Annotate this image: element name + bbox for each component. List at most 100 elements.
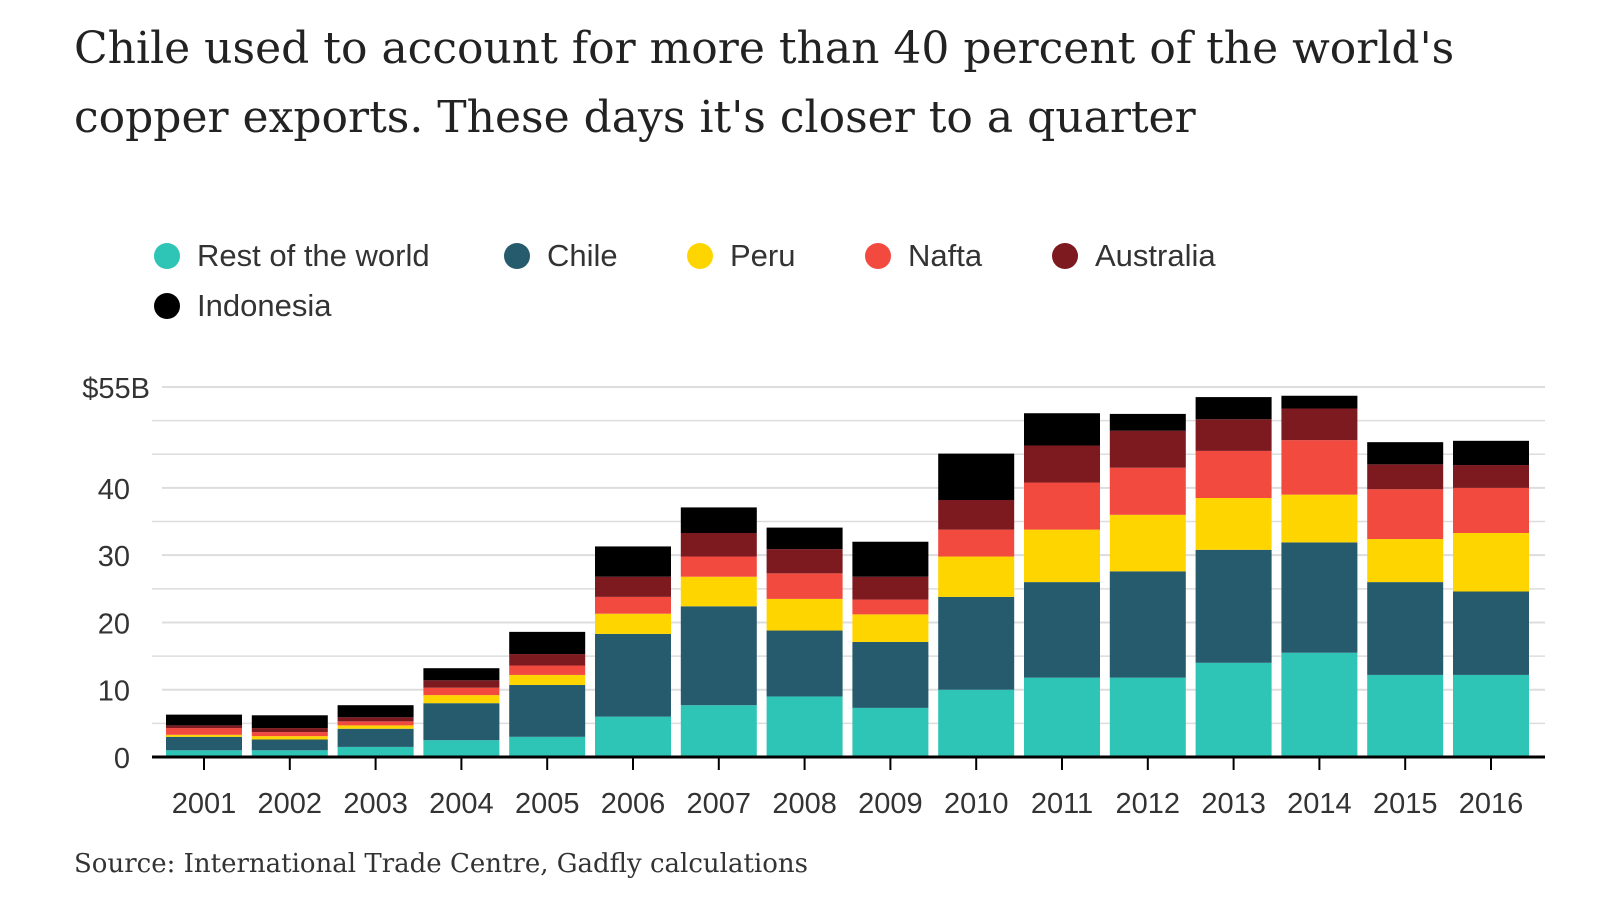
bar-2015-indonesia bbox=[1367, 442, 1444, 465]
bar-2011-peru bbox=[1024, 529, 1100, 583]
legend-label-chile: Chile bbox=[547, 238, 618, 273]
bar-2006-nafta bbox=[595, 596, 671, 614]
x-tick-label-2007: 2007 bbox=[687, 788, 752, 820]
legend-swatch-indonesia bbox=[154, 293, 180, 319]
bar-2011-australia bbox=[1024, 445, 1100, 483]
bar-2011-chile bbox=[1024, 582, 1100, 678]
bar-2014-peru bbox=[1281, 494, 1358, 543]
x-tick-label-2005: 2005 bbox=[515, 788, 580, 820]
bar-2001-australia bbox=[166, 725, 242, 729]
bar-2011-nafta bbox=[1024, 482, 1100, 530]
legend-swatch-peru bbox=[687, 243, 713, 269]
legend-item-peru: Peru bbox=[687, 238, 795, 274]
legend-swatch-chile bbox=[504, 243, 530, 269]
bar-2006-rest-of-the-world bbox=[595, 716, 671, 757]
bar-2013-nafta bbox=[1195, 450, 1272, 498]
bar-2001-indonesia bbox=[166, 714, 242, 726]
source-note: Source: International Trade Centre, Gadf… bbox=[74, 849, 808, 879]
bar-2016-indonesia bbox=[1453, 440, 1529, 466]
bar-2008-rest-of-the-world bbox=[766, 696, 843, 757]
bar-2012-peru bbox=[1109, 514, 1186, 572]
bar-2010-chile bbox=[938, 596, 1015, 690]
legend-label-nafta: Nafta bbox=[908, 238, 983, 273]
legend-item-rest-of-world: Rest of the world bbox=[154, 238, 430, 274]
bar-2007-indonesia bbox=[680, 507, 757, 533]
bar-2002-peru bbox=[251, 736, 328, 740]
y-tick-label-30: 30 bbox=[98, 541, 130, 573]
legend-swatch-nafta bbox=[865, 243, 891, 269]
bar-2011-rest-of-the-world bbox=[1024, 677, 1100, 757]
bar-2005-chile bbox=[509, 685, 586, 737]
legend-item-chile: Chile bbox=[504, 238, 618, 274]
bar-2008-nafta bbox=[766, 573, 843, 599]
x-tick-label-2006: 2006 bbox=[601, 788, 666, 820]
bar-2014-australia bbox=[1281, 408, 1358, 441]
x-tick-label-2010: 2010 bbox=[944, 788, 1009, 820]
bar-2013-chile bbox=[1195, 549, 1272, 663]
bar-2013-rest-of-the-world bbox=[1195, 662, 1272, 757]
bar-2010-peru bbox=[938, 556, 1015, 597]
x-tick-label-2002: 2002 bbox=[258, 788, 323, 820]
legend-item-indonesia: Indonesia bbox=[154, 288, 331, 324]
bar-2009-indonesia bbox=[852, 541, 929, 577]
bar-2012-chile bbox=[1109, 571, 1186, 678]
bar-2011-indonesia bbox=[1024, 413, 1100, 446]
bar-2014-chile bbox=[1281, 542, 1358, 653]
bar-2006-peru bbox=[595, 613, 671, 634]
legend-item-nafta: Nafta bbox=[865, 238, 982, 274]
chart-title: Chile used to account for more than 40 p… bbox=[74, 23, 1455, 143]
bar-2005-rest-of-the-world bbox=[509, 736, 586, 757]
bar-2001-chile bbox=[166, 736, 242, 751]
legend-label-australia: Australia bbox=[1095, 238, 1216, 273]
bar-2006-australia bbox=[595, 576, 671, 597]
bar-2001-nafta bbox=[166, 728, 242, 735]
bar-2004-indonesia bbox=[423, 668, 500, 681]
legend-item-australia: Australia bbox=[1052, 238, 1216, 274]
bar-2005-peru bbox=[509, 674, 586, 686]
x-tick-label-2013: 2013 bbox=[1201, 788, 1266, 820]
legend-swatch-rest-of-world bbox=[154, 243, 180, 269]
bar-2001-peru bbox=[166, 734, 242, 737]
bar-2003-indonesia bbox=[337, 705, 414, 718]
bar-2014-rest-of-the-world bbox=[1281, 652, 1358, 757]
bar-2010-nafta bbox=[938, 529, 1015, 557]
x-tick-label-2003: 2003 bbox=[343, 788, 408, 820]
bar-2001-rest-of-the-world bbox=[166, 750, 242, 757]
bar-2002-chile bbox=[251, 739, 328, 751]
bar-2014-nafta bbox=[1281, 440, 1358, 495]
x-tick-label-2012: 2012 bbox=[1116, 788, 1181, 820]
bar-2005-nafta bbox=[509, 665, 586, 675]
bar-2006-chile bbox=[595, 633, 671, 717]
bar-2002-indonesia bbox=[251, 715, 328, 729]
bar-2010-rest-of-the-world bbox=[938, 689, 1015, 757]
bar-2008-peru bbox=[766, 598, 843, 631]
bar-2009-australia bbox=[852, 576, 929, 600]
bar-2016-nafta bbox=[1453, 487, 1529, 533]
bar-2015-chile bbox=[1367, 582, 1444, 675]
y-tick-label-0: 0 bbox=[114, 743, 130, 775]
legend-swatch-australia bbox=[1052, 243, 1078, 269]
bar-2003-australia bbox=[337, 717, 414, 722]
y-tick-label-55: $55B bbox=[82, 373, 150, 405]
x-tick-label-2004: 2004 bbox=[429, 788, 494, 820]
bar-2015-rest-of-the-world bbox=[1367, 674, 1444, 757]
x-tick-label-2011: 2011 bbox=[1031, 788, 1093, 820]
bar-2016-peru bbox=[1453, 532, 1529, 592]
bar-2008-chile bbox=[766, 630, 843, 697]
bar-2012-nafta bbox=[1109, 467, 1186, 515]
bar-2016-chile bbox=[1453, 591, 1529, 675]
x-tick-label-2014: 2014 bbox=[1287, 788, 1352, 820]
bar-2005-australia bbox=[509, 654, 586, 666]
bar-2002-australia bbox=[251, 728, 328, 733]
bar-2010-australia bbox=[938, 500, 1015, 530]
bar-2008-australia bbox=[766, 549, 843, 574]
x-tick-label-2009: 2009 bbox=[858, 788, 923, 820]
bar-2007-australia bbox=[680, 532, 757, 557]
bar-2006-indonesia bbox=[595, 546, 671, 577]
x-tick-label-2001: 2001 bbox=[172, 788, 237, 820]
bar-2004-rest-of-the-world bbox=[423, 740, 500, 757]
legend-label-peru: Peru bbox=[730, 238, 796, 273]
bar-2015-nafta bbox=[1367, 489, 1444, 540]
x-tick-label-2015: 2015 bbox=[1373, 788, 1438, 820]
